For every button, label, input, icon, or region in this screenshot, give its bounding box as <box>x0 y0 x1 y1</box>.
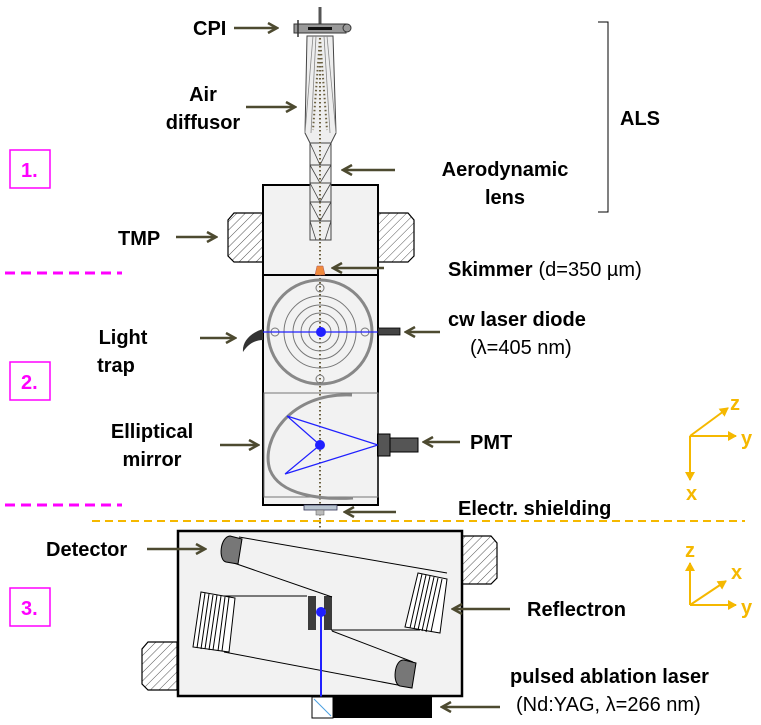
label-reflectron: Reflectron <box>527 599 626 621</box>
leader-arrows <box>147 28 510 707</box>
electrical-shielding <box>303 504 338 516</box>
section-marker-2: 2. <box>9 361 51 401</box>
cw-laser-diode <box>377 327 401 336</box>
label-air-diffusor: Air <box>189 84 217 106</box>
label-pulsed-laser-detail: (Nd:YAG, λ=266 nm) <box>516 694 701 716</box>
label-cw-laser: cw laser diode <box>448 309 586 331</box>
label-elliptical-mirror: mirror <box>123 449 182 471</box>
label-cw-laser-detail: (λ=405 nm) <box>470 337 572 359</box>
label-pmt: PMT <box>470 432 512 454</box>
ablation-spot <box>316 607 326 617</box>
axis-label-x: x <box>686 483 697 505</box>
axes-upper <box>685 407 737 481</box>
axes-lower <box>685 562 737 610</box>
tmp-right <box>377 212 415 263</box>
tof-flight-paths <box>203 536 448 687</box>
tmp-lower-right <box>461 535 498 585</box>
label-tmp: TMP <box>118 228 160 250</box>
reflectron-right <box>404 572 448 634</box>
label-aerodynamic-lens: Aerodynamic <box>442 159 569 181</box>
label-light-trap: Light <box>99 327 148 349</box>
detector-upper <box>220 535 243 565</box>
pulsed-laser <box>333 697 432 718</box>
axis-label-y: y <box>741 597 753 619</box>
section-marker-3: 3. <box>9 587 51 627</box>
label-cpi: CPI <box>193 18 226 40</box>
label-shielding: Electr. shielding <box>458 498 611 520</box>
axis-label-z: z <box>730 393 740 415</box>
section-label: 3. <box>21 598 38 620</box>
tmp-lower-left <box>141 641 178 691</box>
axis-label-y: y <box>741 428 753 450</box>
label-skimmer-name: Skimmer <box>448 259 533 281</box>
axis-label-x: x <box>731 562 742 584</box>
label-elliptical-mirror: Elliptical <box>111 421 193 443</box>
pmt <box>377 433 419 457</box>
detection-optics <box>263 278 378 386</box>
als-bracket <box>598 21 609 213</box>
label-air-diffusor: diffusor <box>166 112 241 134</box>
label-aerodynamic-lens: lens <box>485 187 525 209</box>
section-label: 2. <box>21 372 38 394</box>
label-detector: Detector <box>46 539 127 561</box>
label-skimmer-detail: (d=350 µm) <box>539 259 642 281</box>
tmp-left <box>227 212 264 263</box>
label-light-trap: trap <box>97 355 135 377</box>
axis-label-z: z <box>685 540 695 562</box>
label-pulsed-laser: pulsed ablation laser <box>510 666 709 688</box>
label-als: ALS <box>620 108 660 130</box>
light-trap <box>242 329 263 352</box>
label-skimmer: Skimmer (d=350 µm) <box>448 259 642 281</box>
section-marker-1: 1. <box>9 149 51 189</box>
detector-lower <box>394 659 417 689</box>
section-label: 1. <box>21 160 38 182</box>
reflectron-left <box>192 591 236 653</box>
skimmer <box>314 265 326 276</box>
